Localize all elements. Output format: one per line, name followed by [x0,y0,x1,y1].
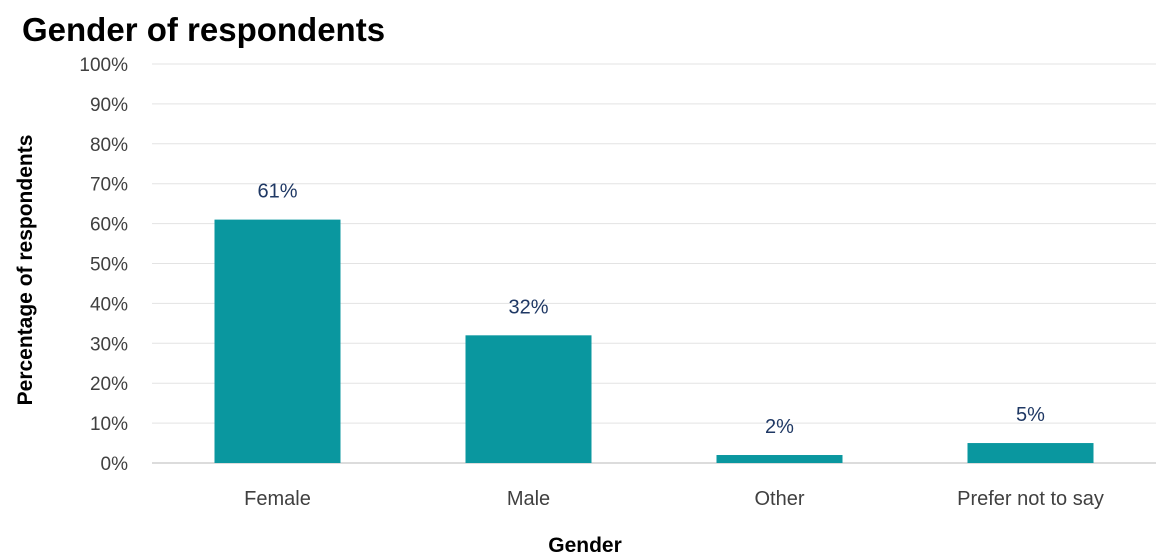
y-tick-label: 80% [90,135,128,156]
y-tick-label: 0% [101,454,129,475]
bar [716,455,843,463]
category-label: Male [507,488,550,510]
data-label: 5% [1016,404,1045,426]
data-labels: 61% 32% 2% 5% [257,181,1045,438]
y-tick-label: 90% [90,95,128,116]
y-tick-label: 100% [79,55,128,76]
y-tick-label: 50% [90,255,128,276]
data-label: 32% [508,296,548,318]
bar [214,219,341,463]
data-label: 2% [765,416,794,438]
y-axis-label: Percentage of respondents [14,135,37,406]
y-tick-labels: 0% 10% 20% 30% 40% 50% 60% 70% 80% 90% 100% [79,55,128,475]
data-label: 61% [257,181,297,203]
bar [465,335,592,463]
bar [967,443,1094,463]
chart-title: Gender of respondents [22,11,385,48]
category-label: Other [754,488,804,510]
category-label: Female [244,488,311,510]
x-axis-label: Gender [548,534,622,555]
y-tick-label: 70% [90,175,128,196]
category-label: Prefer not to say [957,488,1104,510]
y-tick-label: 40% [90,294,128,315]
y-tick-label: 10% [90,414,128,435]
y-tick-label: 60% [90,215,128,236]
y-tick-label: 30% [90,334,128,355]
bars [214,219,1094,463]
category-labels: Female Male Other Prefer not to say [244,488,1104,510]
y-tick-label: 20% [90,374,128,395]
